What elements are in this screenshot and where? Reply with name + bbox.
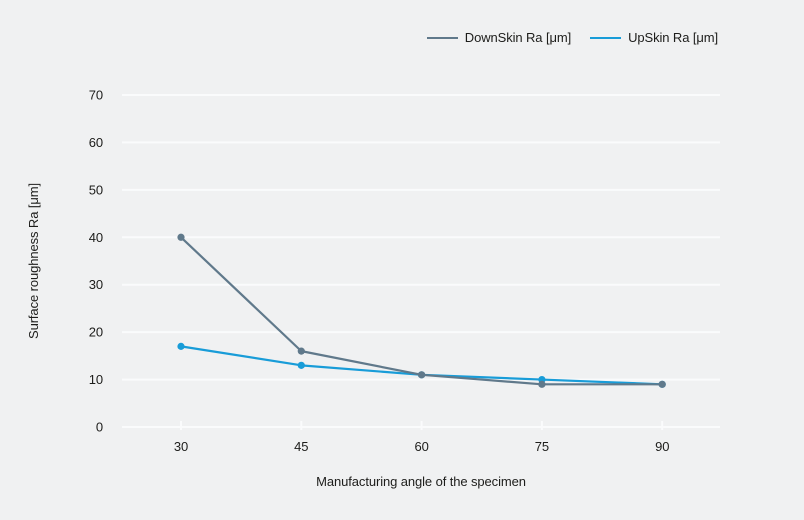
legend-label-downskin: DownSkin Ra [μm]: [464, 30, 572, 45]
downskin-line-swatch: [426, 37, 458, 39]
x-tick-label: 60: [414, 439, 428, 454]
x-tick-label: 45: [294, 439, 308, 454]
legend-item-downskin: DownSkin Ra [μm]: [426, 30, 572, 46]
y-axis-title: Surface roughness Ra [μm]: [26, 182, 41, 340]
x-tick-label: 30: [174, 439, 188, 454]
y-tick-label: 20: [89, 325, 103, 340]
data-point-upskin: [177, 342, 185, 350]
y-tick-label: 40: [89, 230, 103, 245]
y-tick-label: 70: [89, 88, 103, 103]
x-tick-label: 90: [655, 439, 669, 454]
data-point-upskin: [297, 361, 305, 369]
x-tick-label: 75: [535, 439, 549, 454]
data-point-downskin: [538, 380, 546, 388]
data-point-downskin: [418, 371, 426, 379]
upskin-line-swatch: [590, 37, 622, 39]
data-point-downskin: [658, 380, 666, 388]
data-point-downskin: [297, 347, 305, 355]
y-tick-label: 50: [89, 182, 103, 197]
y-tick-label: 10: [89, 372, 103, 387]
legend: DownSkin Ra [μm] UpSkin Ra [μm]: [426, 30, 718, 46]
legend-label-upskin: UpSkin Ra [μm]: [628, 30, 718, 45]
series-line-downskin: [179, 236, 664, 386]
legend-item-upskin: UpSkin Ra [μm]: [590, 30, 718, 46]
y-tick-label: 30: [89, 277, 103, 292]
x-axis-title: Manufacturing angle of the specimen: [316, 474, 526, 489]
y-tick-label: 60: [89, 135, 103, 150]
y-tick-label: 0: [96, 420, 103, 435]
data-point-downskin: [177, 233, 185, 241]
